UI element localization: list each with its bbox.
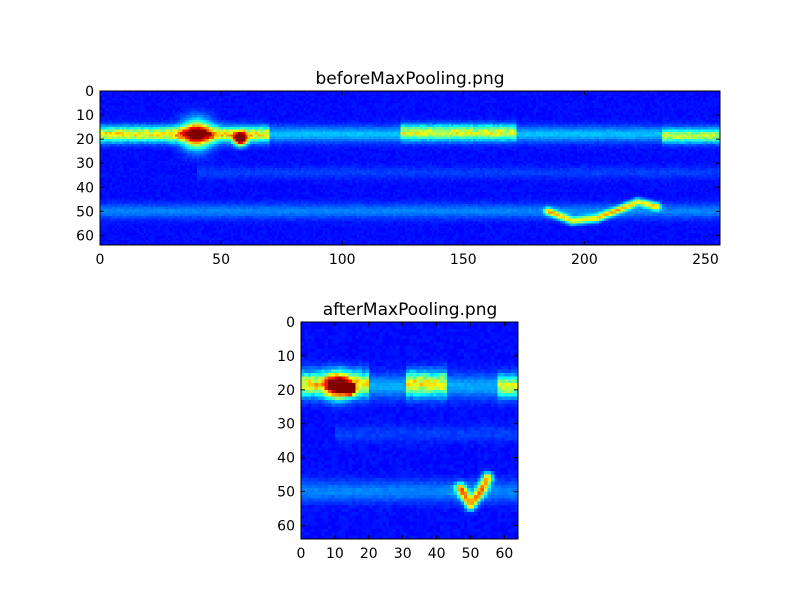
after-panel-title: afterMaxPooling.png: [323, 300, 498, 320]
after-max-pooling-panel: afterMaxPooling.png 0 10 20 30 40 50 600102030…: [277, 300, 519, 562]
after-y-tick-label: 50: [277, 485, 295, 501]
after-x-tick-label: 40: [428, 546, 446, 562]
before-panel-frame: [99, 90, 721, 246]
after-panel-frame: [300, 321, 519, 540]
after-x-tick-label: 10: [326, 546, 344, 562]
before-y-tick-label: 10: [76, 108, 94, 124]
before-y-tick-label: 60: [76, 228, 94, 244]
before-x-tick-label: 200: [571, 252, 598, 268]
after-y-tick-label: 10: [277, 349, 295, 365]
after-y-tick-label: 40: [277, 451, 295, 467]
before-heatmap-image: [100, 91, 720, 245]
after-x-tick-label: 50: [462, 546, 480, 562]
after-x-tick-label: 20: [360, 546, 378, 562]
before-y-tick-label: 30: [76, 156, 94, 172]
after-x-tick-label: 0: [297, 546, 306, 562]
after-y-tick-label: 0: [286, 315, 295, 331]
after-y-tick-label: 20: [277, 383, 295, 399]
after-y-tick-label: 30: [277, 417, 295, 433]
before-y-tick-label: 20: [76, 132, 94, 148]
before-y-tick-label: 0: [85, 84, 94, 100]
after-y-tick-label: 60: [277, 518, 295, 534]
before-x-tick-label: 250: [692, 252, 719, 268]
after-heatmap-image: [301, 322, 518, 539]
before-panel-title: beforeMaxPooling.png: [315, 69, 504, 89]
after-x-tick-label: 30: [394, 546, 412, 562]
before-x-tick-label: 150: [450, 252, 477, 268]
before-y-tick-label: 40: [76, 180, 94, 196]
before-max-pooling-panel: beforeMaxPooling.png 0 50 100 150 200 250 0 10 2…: [76, 69, 721, 268]
before-x-tick-label: 100: [329, 252, 356, 268]
before-x-tick-label: 50: [212, 252, 230, 268]
before-y-tick-label: 50: [76, 204, 94, 220]
after-x-tick-label: 60: [496, 546, 514, 562]
before-x-tick-label: 0: [96, 252, 105, 268]
